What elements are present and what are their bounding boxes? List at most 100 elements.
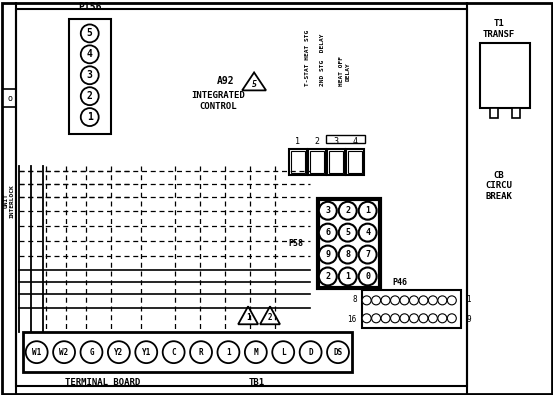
Circle shape <box>338 202 357 220</box>
Bar <box>326 135 365 143</box>
Text: CB
CIRCU
BREAK: CB CIRCU BREAK <box>486 171 512 201</box>
Text: 7: 7 <box>365 250 370 259</box>
Text: L: L <box>281 348 285 357</box>
Bar <box>16 9 467 386</box>
Text: 5: 5 <box>345 228 350 237</box>
Text: 0: 0 <box>365 272 370 281</box>
Circle shape <box>400 314 409 323</box>
Text: 16: 16 <box>347 315 357 324</box>
Text: P46: P46 <box>392 278 407 287</box>
Circle shape <box>190 341 212 363</box>
Bar <box>329 151 343 173</box>
Circle shape <box>319 267 337 286</box>
Bar <box>291 151 305 173</box>
Circle shape <box>80 341 102 363</box>
Circle shape <box>428 314 437 323</box>
Text: A92: A92 <box>217 76 234 86</box>
Text: C: C <box>171 348 176 357</box>
Bar <box>310 151 324 173</box>
Circle shape <box>381 296 390 305</box>
Text: P156: P156 <box>78 2 101 13</box>
Bar <box>69 19 111 134</box>
Circle shape <box>319 246 337 263</box>
Text: 9: 9 <box>325 250 330 259</box>
Circle shape <box>362 296 371 305</box>
Text: D: D <box>309 348 313 357</box>
Circle shape <box>419 296 428 305</box>
Circle shape <box>438 296 447 305</box>
Bar <box>3 89 16 107</box>
Circle shape <box>327 341 349 363</box>
Bar <box>490 108 498 118</box>
Text: TERMINAL BOARD: TERMINAL BOARD <box>65 378 140 387</box>
Bar <box>318 199 379 288</box>
Circle shape <box>108 341 130 363</box>
Text: Y2: Y2 <box>114 348 124 357</box>
Text: TB1: TB1 <box>249 378 265 387</box>
Circle shape <box>358 267 377 286</box>
Text: 3: 3 <box>325 206 330 215</box>
Circle shape <box>135 341 157 363</box>
Text: 3: 3 <box>334 137 338 147</box>
Text: 2: 2 <box>325 272 330 281</box>
Circle shape <box>163 341 184 363</box>
Text: 4: 4 <box>87 49 93 59</box>
Bar <box>327 149 345 175</box>
Circle shape <box>245 341 267 363</box>
Text: DS: DS <box>334 348 342 357</box>
Bar <box>362 290 461 328</box>
Bar <box>289 149 307 175</box>
Text: 4: 4 <box>365 228 370 237</box>
Text: 3: 3 <box>87 70 93 80</box>
Circle shape <box>338 267 357 286</box>
Text: 1: 1 <box>226 348 231 357</box>
Polygon shape <box>238 307 258 324</box>
Text: T1
TRANSF: T1 TRANSF <box>483 19 515 39</box>
Text: 2: 2 <box>314 137 319 147</box>
Circle shape <box>409 296 418 305</box>
Text: 1: 1 <box>466 295 471 304</box>
Text: T-STAT HEAT STG: T-STAT HEAT STG <box>305 30 310 86</box>
Text: 8: 8 <box>352 295 357 304</box>
Text: 9: 9 <box>466 315 471 324</box>
Circle shape <box>81 66 99 84</box>
Circle shape <box>338 246 357 263</box>
Circle shape <box>81 87 99 105</box>
Text: 1: 1 <box>345 272 350 281</box>
Circle shape <box>381 314 390 323</box>
Circle shape <box>372 296 381 305</box>
Bar <box>308 149 326 175</box>
Text: W1: W1 <box>32 348 42 357</box>
Text: INTEGRATED
CONTROL: INTEGRATED CONTROL <box>191 92 245 111</box>
Text: 2: 2 <box>268 313 273 322</box>
Bar <box>23 332 352 372</box>
Text: 1: 1 <box>365 206 370 215</box>
Text: 1: 1 <box>246 313 250 322</box>
Circle shape <box>319 202 337 220</box>
Circle shape <box>372 314 381 323</box>
Text: 2: 2 <box>87 91 93 101</box>
Circle shape <box>319 224 337 242</box>
Circle shape <box>400 296 409 305</box>
Circle shape <box>447 296 456 305</box>
Bar <box>480 43 530 108</box>
Circle shape <box>218 341 239 363</box>
Text: G: G <box>89 348 94 357</box>
Circle shape <box>447 314 456 323</box>
Circle shape <box>81 24 99 42</box>
Circle shape <box>409 314 418 323</box>
Text: 8: 8 <box>345 250 350 259</box>
Circle shape <box>391 314 399 323</box>
Text: 2ND STG  DELAY: 2ND STG DELAY <box>320 34 325 86</box>
Circle shape <box>362 314 371 323</box>
Polygon shape <box>260 307 280 324</box>
Circle shape <box>81 108 99 126</box>
Text: R: R <box>199 348 203 357</box>
Polygon shape <box>242 72 266 90</box>
Text: 5: 5 <box>252 80 257 89</box>
Text: P58: P58 <box>289 239 304 248</box>
Circle shape <box>358 202 377 220</box>
Text: 6: 6 <box>325 228 330 237</box>
Text: 1: 1 <box>87 112 93 122</box>
Circle shape <box>53 341 75 363</box>
